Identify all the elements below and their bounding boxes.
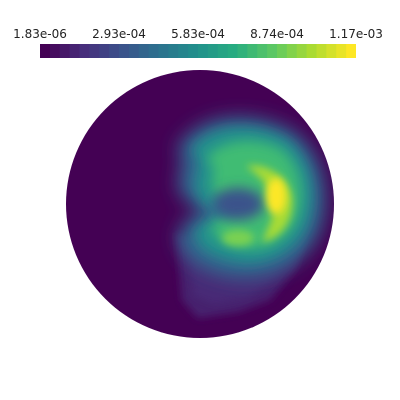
colorbar-step — [89, 44, 100, 58]
colorbar-step — [217, 44, 229, 58]
colorbar-step — [326, 44, 337, 58]
colorbar-step — [138, 44, 150, 58]
colorbar-step — [267, 44, 278, 58]
colorbar-label-min: 1.83e-06 — [13, 27, 67, 41]
lower-lobe — [222, 230, 254, 246]
colorbar-step — [168, 44, 179, 58]
colorbar-label-2: 2.93e-04 — [92, 27, 146, 41]
colorbar-step — [188, 44, 199, 58]
colorbar-step — [148, 44, 160, 58]
colorbar-step — [257, 44, 268, 58]
colorbar-label-max: 1.17e-03 — [329, 27, 383, 41]
colorbar-step — [178, 44, 189, 58]
colorbar-step — [207, 44, 219, 58]
field-contours — [176, 116, 326, 318]
colorbar-step — [40, 44, 51, 58]
colorbar-step — [316, 44, 327, 58]
colorbar-labels: 1.83e-06 2.93e-04 5.83e-04 8.74e-04 1.17… — [0, 26, 400, 42]
colorbar-step — [277, 44, 288, 58]
colorbar-step — [99, 44, 110, 58]
colorbar-step — [296, 44, 308, 58]
colorbar-label-3: 5.83e-04 — [171, 27, 225, 41]
colorbar-step — [158, 44, 169, 58]
colorbar-step — [227, 44, 239, 58]
colorbar-step — [286, 44, 298, 58]
colorbar-step — [109, 44, 120, 58]
colorbar-step — [79, 44, 90, 58]
colorbar-step — [49, 44, 61, 58]
colorbar-step — [198, 44, 209, 58]
colorbar — [40, 44, 356, 58]
colorbar-step — [69, 44, 81, 58]
inner-gap — [212, 188, 264, 220]
colorbar-step — [119, 44, 130, 58]
colorbar-steps — [40, 44, 356, 58]
peak — [266, 178, 286, 214]
colorbar-step — [336, 44, 347, 58]
colorbar-step — [306, 44, 318, 58]
colorbar-step — [237, 44, 248, 58]
colorbar-step — [59, 44, 71, 58]
colorbar-step — [346, 44, 356, 58]
colorbar-label-4: 8.74e-04 — [250, 27, 304, 41]
colorbar-step — [128, 44, 140, 58]
colorbar-step — [247, 44, 258, 58]
